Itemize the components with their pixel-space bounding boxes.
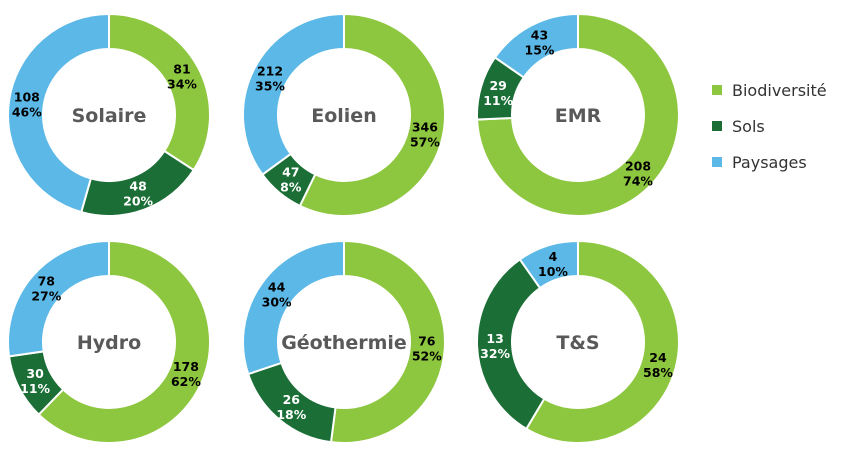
segment-solaire-paysages <box>7 12 110 214</box>
value-label-eolien-sols: 47 <box>282 165 299 180</box>
percent-label-solaire-paysages: 46% <box>12 105 42 120</box>
percent-label-hydro-biodiversite: 62% <box>171 374 201 389</box>
percent-label-emr-paysages: 15% <box>525 43 555 58</box>
data-label-solaire-biodiversite: 81 34% <box>167 61 197 91</box>
legend-label-biodiversite: Biodiversité <box>732 80 827 100</box>
donut-t-s: 24 58% 13 32% 4 10% T&S <box>475 239 680 444</box>
percent-label-emr-biodiversite: 74% <box>623 173 653 188</box>
donut-solaire: 81 34% 48 20% 108 46% Solaire <box>7 12 211 217</box>
percent-label-hydro-paysages: 27% <box>31 289 61 304</box>
data-label-eolien-biodiversite: 346 57% <box>410 120 440 150</box>
value-label-t-s-sols: 13 <box>486 331 503 346</box>
legend-label-sols: Sols <box>732 116 765 136</box>
percent-label-t-s-sols: 32% <box>480 346 510 361</box>
data-label-geothermie-paysages: 44 30% <box>262 280 292 310</box>
donut-hydro: 178 62% 30 11% 78 27% Hydro <box>7 239 211 444</box>
value-label-t-s-biodiversite: 24 <box>649 350 667 365</box>
percent-label-t-s-biodiversite: 58% <box>643 365 673 380</box>
segment-geothermie-paysages <box>242 239 345 376</box>
segment-t-s-paysages <box>518 239 579 290</box>
segment-emr-biodiversite <box>476 12 680 217</box>
value-label-emr-biodiversite: 208 <box>625 158 651 173</box>
percent-label-eolien-paysages: 35% <box>255 78 285 93</box>
legend-label-paysages: Paysages <box>732 152 807 172</box>
donut-title-t-s: T&S <box>556 332 599 354</box>
donut-title-emr: EMR <box>555 105 602 127</box>
value-label-hydro-paysages: 78 <box>38 274 55 289</box>
percent-label-eolien-sols: 8% <box>280 180 302 195</box>
data-label-geothermie-sols: 26 18% <box>276 392 306 422</box>
segment-solaire-biodiversite <box>108 12 211 172</box>
donut-title-geothermie: Géothermie <box>281 332 407 354</box>
legend-item-sols: Sols <box>712 108 827 144</box>
data-label-emr-paysages: 43 15% <box>525 28 555 58</box>
segment-t-s-biodiversite <box>525 239 680 444</box>
percent-label-hydro-sols: 11% <box>20 381 50 396</box>
value-label-solaire-biodiversite: 81 <box>173 61 190 76</box>
data-label-t-s-sols: 13 32% <box>480 331 510 361</box>
legend-swatch-biodiversite <box>712 85 722 95</box>
donut-geothermie: 76 52% 26 18% 44 30% Géothermie <box>242 239 446 444</box>
value-label-hydro-sols: 30 <box>26 366 44 381</box>
segment-hydro-paysages <box>7 239 110 358</box>
data-label-emr-sols: 29 11% <box>483 78 513 108</box>
percent-label-geothermie-sols: 18% <box>276 407 306 422</box>
data-label-solaire-paysages: 108 46% <box>12 90 42 120</box>
donut-emr: 208 74% 29 11% 43 15% EMR <box>476 12 680 217</box>
percent-label-solaire-sols: 20% <box>123 194 153 209</box>
value-label-geothermie-sols: 26 <box>283 392 301 407</box>
legend-swatch-sols <box>712 121 722 131</box>
legend-item-paysages: Paysages <box>712 144 827 180</box>
value-label-eolien-paysages: 212 <box>257 63 283 78</box>
value-label-solaire-sols: 48 <box>129 179 146 194</box>
data-label-geothermie-biodiversite: 76 52% <box>412 333 442 363</box>
percent-label-geothermie-biodiversite: 52% <box>412 348 442 363</box>
value-label-t-s-paysages: 4 <box>549 249 558 264</box>
value-label-geothermie-biodiversite: 76 <box>418 333 436 348</box>
data-label-eolien-paysages: 212 35% <box>255 63 285 93</box>
legend: Biodiversité Sols Paysages <box>712 72 827 180</box>
percent-label-geothermie-paysages: 30% <box>262 295 292 310</box>
percent-label-solaire-biodiversite: 34% <box>167 76 197 91</box>
data-label-emr-biodiversite: 208 74% <box>623 158 653 188</box>
data-label-solaire-sols: 48 20% <box>123 179 153 209</box>
legend-item-biodiversite: Biodiversité <box>712 72 827 108</box>
segment-eolien-paysages <box>242 12 345 176</box>
value-label-emr-sols: 29 <box>489 78 506 93</box>
segment-t-s-sols <box>475 257 546 431</box>
data-label-t-s-paysages: 4 10% <box>538 249 568 279</box>
percent-label-eolien-biodiversite: 57% <box>410 135 440 150</box>
donut-title-hydro: Hydro <box>77 332 141 354</box>
data-label-hydro-biodiversite: 178 62% <box>171 359 201 389</box>
value-label-hydro-biodiversite: 178 <box>173 359 199 374</box>
value-label-emr-paysages: 43 <box>531 28 548 43</box>
segment-emr-paysages <box>493 12 579 79</box>
data-label-hydro-paysages: 78 27% <box>31 274 61 304</box>
value-label-geothermie-paysages: 44 <box>268 280 286 295</box>
donut-title-eolien: Eolien <box>311 105 376 127</box>
donut-title-solaire: Solaire <box>72 105 147 127</box>
legend-swatch-paysages <box>712 157 722 167</box>
segment-geothermie-biodiversite <box>329 239 446 444</box>
segment-eolien-biodiversite <box>298 12 446 217</box>
percent-label-t-s-paysages: 10% <box>538 264 568 279</box>
data-label-eolien-sols: 47 8% <box>280 165 302 195</box>
value-label-eolien-biodiversite: 346 <box>412 120 438 135</box>
value-label-solaire-paysages: 108 <box>14 90 40 105</box>
data-label-t-s-biodiversite: 24 58% <box>643 350 673 380</box>
segment-hydro-biodiversite <box>37 239 211 444</box>
data-label-hydro-sols: 30 11% <box>20 366 50 396</box>
percent-label-emr-sols: 11% <box>483 93 513 108</box>
donut-eolien: 346 57% 47 8% 212 35% Eolien <box>242 12 446 217</box>
